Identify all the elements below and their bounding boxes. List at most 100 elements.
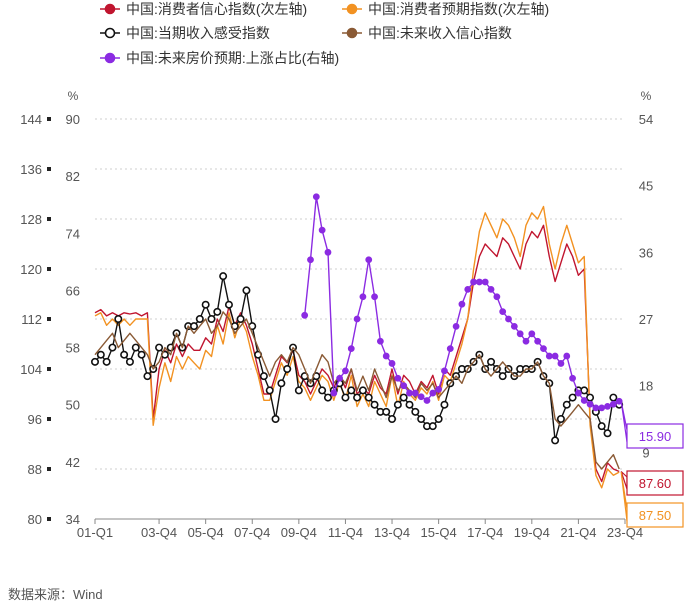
right-tick-label: 27 <box>639 312 653 327</box>
right-tick-label: 45 <box>639 179 653 194</box>
data-point <box>440 400 449 409</box>
data-point <box>131 343 140 352</box>
right-tick-label: 36 <box>639 245 653 260</box>
series-line <box>94 224 620 483</box>
legend-marker <box>346 27 358 39</box>
series-line <box>94 311 620 470</box>
data-point <box>446 345 454 353</box>
data-point <box>493 293 501 301</box>
left-outer-tick-label: 96 <box>28 412 42 427</box>
data-point <box>213 307 222 316</box>
left-inner-tick-label: 74 <box>66 226 80 241</box>
x-tick-label: 23-Q4 <box>607 525 643 540</box>
callout-box <box>626 502 684 528</box>
data-point <box>371 293 378 301</box>
left-inner-tick-label: 58 <box>66 341 80 356</box>
series-lines <box>91 193 624 489</box>
x-tick-label: 03-Q4 <box>141 525 177 540</box>
right-tick-label: 54 <box>639 112 653 127</box>
callout-value: 15.90 <box>639 429 672 444</box>
data-point <box>505 315 512 323</box>
data-point <box>557 360 565 367</box>
data-point <box>551 352 559 360</box>
end-callout: 15.90 <box>620 401 684 449</box>
data-point <box>575 389 582 397</box>
left-outer-tick-label: 128 <box>20 212 42 227</box>
end-callout: 87.50 <box>620 472 684 528</box>
data-point <box>394 374 402 382</box>
data-point <box>411 407 420 416</box>
callout-pointer <box>620 401 628 443</box>
data-point <box>516 330 524 338</box>
right-tick-label: 9 <box>642 445 649 460</box>
left-outer-tick-label: 104 <box>20 362 42 377</box>
legend-label: 中国:消费者信心指数(次左轴) <box>126 1 307 17</box>
data-point <box>236 314 245 323</box>
x-tick-label: 13-Q4 <box>374 525 410 540</box>
data-point <box>120 350 129 359</box>
data-point <box>301 311 309 319</box>
data-point <box>429 389 437 397</box>
legend-marker <box>104 3 116 15</box>
data-point <box>382 352 390 360</box>
data-point <box>323 393 332 402</box>
data-point <box>388 360 396 367</box>
data-point <box>277 379 286 388</box>
left-outer-tick-mark <box>47 217 51 221</box>
data-point <box>597 422 606 431</box>
data-point <box>580 386 589 395</box>
data-point <box>342 367 349 375</box>
right-axis-unit: % <box>641 89 652 103</box>
data-point <box>499 308 507 315</box>
left-outer-tick-mark <box>47 517 51 521</box>
data-point <box>481 278 489 286</box>
left-outer-tick-label: 136 <box>20 162 42 177</box>
data-point <box>224 300 233 309</box>
data-point <box>364 393 373 402</box>
data-point <box>393 400 402 409</box>
data-point <box>452 323 460 330</box>
data-point <box>318 386 327 395</box>
data-point <box>417 414 426 423</box>
data-point <box>568 393 577 402</box>
data-point <box>91 357 100 366</box>
data-point <box>370 400 379 409</box>
data-point <box>534 337 542 345</box>
legend-label: 中国:消费者预期指数(次左轴) <box>368 1 549 17</box>
data-point <box>598 404 606 412</box>
data-point <box>265 386 274 395</box>
left-outer-tick-mark <box>47 367 51 371</box>
data-point <box>365 256 373 264</box>
data-point <box>353 393 362 402</box>
data-point <box>609 393 618 402</box>
legend-marker <box>104 52 116 64</box>
data-point <box>586 393 595 402</box>
data-point <box>242 286 251 295</box>
legend-marker <box>346 3 358 15</box>
data-point <box>108 343 117 352</box>
data-point <box>417 393 425 401</box>
data-point <box>324 248 332 256</box>
left-outer-tick-label: 112 <box>21 312 42 327</box>
left-outer-tick-label: 80 <box>28 512 42 527</box>
legend-label: 中国:未来房价预期:上涨占比(右轴) <box>126 50 339 66</box>
data-point <box>405 400 414 409</box>
legend-item-0: 中国:消费者信心指数(次左轴) <box>100 1 307 17</box>
data-point <box>441 367 448 375</box>
left-outer-tick-label: 120 <box>20 262 42 277</box>
data-point <box>96 350 105 359</box>
data-point <box>510 323 518 330</box>
data-point <box>155 343 164 352</box>
data-point <box>382 407 391 416</box>
left-inner-tick-label: 50 <box>66 398 80 413</box>
data-point <box>475 278 483 286</box>
data-point <box>307 256 314 264</box>
left-inner-tick-label: 42 <box>66 455 80 470</box>
series-1 <box>94 205 620 489</box>
series-0 <box>94 224 620 483</box>
end-callout: 87.60 <box>620 470 684 496</box>
data-point <box>580 397 588 404</box>
data-point <box>376 337 384 345</box>
legend-item-2: 中国:当期收入感受指数 <box>100 25 270 41</box>
series-line <box>94 275 620 442</box>
